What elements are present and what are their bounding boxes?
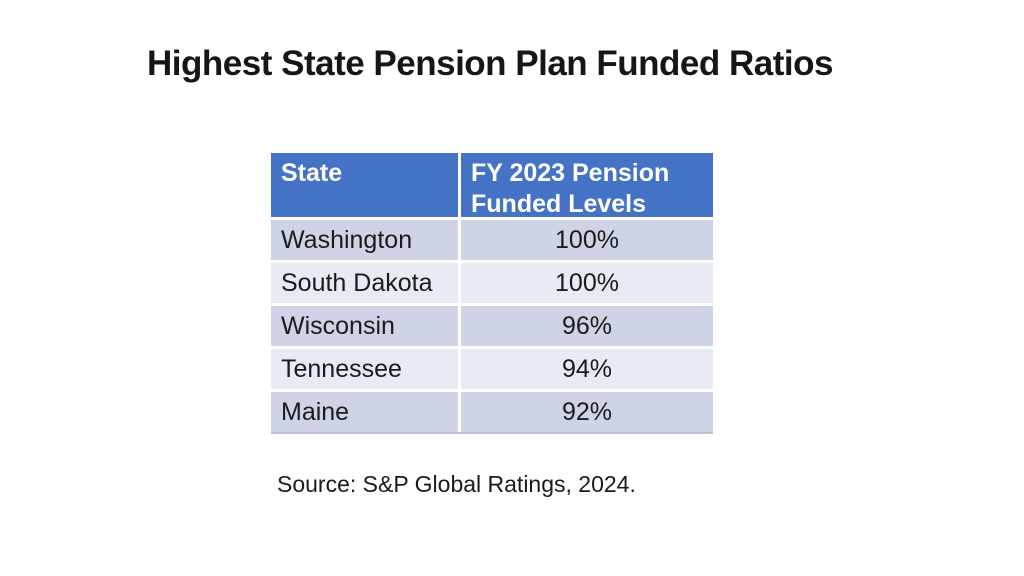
table-row-value-washington: 100%: [461, 220, 713, 260]
table-row-value-maine: 92%: [461, 392, 713, 432]
table-row-state-wisconsin: Wisconsin: [271, 306, 458, 346]
table-row-value-tennessee: 94%: [461, 349, 713, 389]
table-row-state-washington: Washington: [271, 220, 458, 260]
table-row-state-tennessee: Tennessee: [271, 349, 458, 389]
table-row-value-wisconsin: 96%: [461, 306, 713, 346]
table-row-state-maine: Maine: [271, 392, 458, 432]
table-row-state-south-dakota: South Dakota: [271, 263, 458, 303]
table-row-value-south-dakota: 100%: [461, 263, 713, 303]
source-note: Source: S&P Global Ratings, 2024.: [277, 471, 636, 497]
table-header-funded-levels: FY 2023 Pension Funded Levels: [461, 153, 713, 218]
table-header-state: State: [271, 153, 458, 217]
pension-funded-ratios-table: State FY 2023 Pension Funded Levels Wash…: [271, 153, 713, 434]
slide-title: Highest State Pension Plan Funded Ratios: [147, 44, 833, 83]
